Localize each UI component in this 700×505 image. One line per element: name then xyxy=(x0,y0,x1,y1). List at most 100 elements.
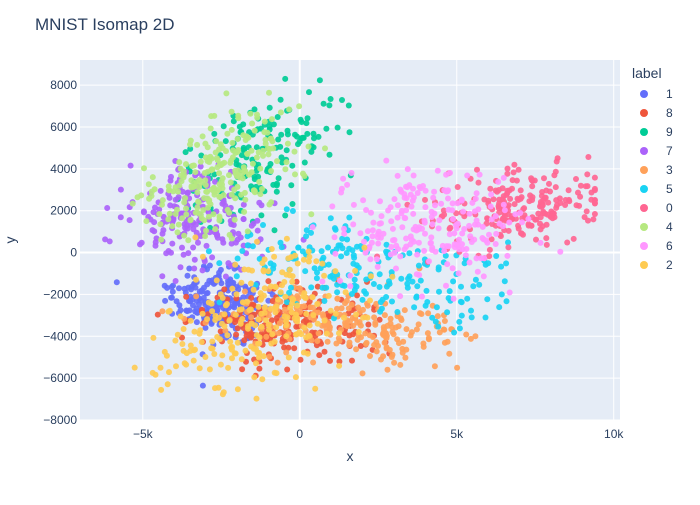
legend-item-5[interactable]: 5 xyxy=(640,182,673,196)
data-point xyxy=(249,243,256,250)
data-point xyxy=(438,200,445,207)
legend-item-2[interactable]: 2 xyxy=(640,258,673,272)
data-point xyxy=(315,133,322,140)
x-axis-title: x xyxy=(347,448,354,464)
data-point xyxy=(275,296,281,303)
data-point xyxy=(203,227,209,234)
legend-item-9[interactable]: 9 xyxy=(640,125,673,139)
data-point xyxy=(191,256,198,263)
data-point xyxy=(165,216,172,223)
data-point xyxy=(322,145,328,152)
data-point xyxy=(512,211,519,218)
data-point xyxy=(260,222,266,228)
data-point xyxy=(205,248,212,255)
data-point xyxy=(333,340,340,347)
data-point xyxy=(405,275,412,282)
y-axis-title: y xyxy=(2,237,18,244)
data-point xyxy=(259,260,266,267)
data-point xyxy=(484,215,491,222)
data-point xyxy=(192,234,199,241)
data-point xyxy=(204,195,211,202)
data-point xyxy=(270,262,277,269)
data-point xyxy=(403,235,410,242)
data-point xyxy=(268,283,274,290)
data-point xyxy=(249,331,256,338)
data-point xyxy=(194,189,201,196)
data-point xyxy=(486,253,493,260)
data-point xyxy=(293,331,299,338)
data-point xyxy=(186,265,193,272)
legend[interactable]: label 1 8 9 7 3 5 0 4 6 2 xyxy=(632,65,673,272)
data-point xyxy=(198,152,205,159)
data-point xyxy=(500,174,507,181)
data-point xyxy=(373,300,380,307)
data-point xyxy=(406,250,413,257)
data-point xyxy=(501,207,508,214)
data-point xyxy=(309,304,316,311)
data-point xyxy=(505,211,512,218)
data-point xyxy=(444,309,451,316)
data-point xyxy=(282,75,289,82)
data-point xyxy=(300,134,307,141)
legend-item-7[interactable]: 7 xyxy=(640,144,673,158)
data-point xyxy=(335,335,342,342)
data-point xyxy=(308,211,315,218)
legend-item-0[interactable]: 0 xyxy=(640,201,673,215)
data-point xyxy=(464,295,471,302)
data-point xyxy=(203,188,210,195)
data-point xyxy=(257,296,264,303)
legend-item-6[interactable]: 6 xyxy=(640,239,673,253)
data-point xyxy=(305,258,312,265)
legend-item-4[interactable]: 4 xyxy=(640,220,673,234)
data-point xyxy=(359,296,366,303)
data-point xyxy=(468,314,475,321)
data-point xyxy=(319,260,326,267)
data-point xyxy=(272,284,279,291)
data-point xyxy=(198,215,205,222)
data-point xyxy=(202,140,209,147)
data-point xyxy=(350,201,357,208)
series-5 xyxy=(205,206,511,336)
data-point xyxy=(475,179,482,186)
data-point xyxy=(413,271,420,278)
data-point xyxy=(209,254,216,261)
data-point xyxy=(211,112,218,119)
data-point xyxy=(222,302,229,309)
data-point xyxy=(585,217,591,224)
legend-item-3[interactable]: 3 xyxy=(640,163,673,177)
data-point xyxy=(234,339,241,346)
data-point xyxy=(240,294,247,301)
data-point xyxy=(173,298,180,305)
data-point xyxy=(204,316,211,323)
data-point xyxy=(389,298,395,305)
legend-item-8[interactable]: 8 xyxy=(640,106,673,120)
data-point xyxy=(245,323,251,330)
data-point xyxy=(398,210,405,217)
data-point xyxy=(228,235,235,242)
data-point xyxy=(291,315,298,322)
data-point xyxy=(184,308,191,315)
data-point xyxy=(258,212,265,219)
data-point xyxy=(424,330,431,337)
data-point xyxy=(371,342,378,348)
data-point xyxy=(284,140,291,147)
data-point xyxy=(464,172,471,179)
data-point xyxy=(461,226,468,232)
data-point xyxy=(183,211,190,218)
data-point xyxy=(262,136,269,143)
data-point xyxy=(187,342,194,349)
data-point xyxy=(217,141,224,148)
legend-item-1[interactable]: 1 xyxy=(640,87,673,101)
data-point xyxy=(244,150,251,157)
data-point xyxy=(378,213,385,220)
data-point xyxy=(510,169,517,176)
data-point xyxy=(498,263,505,270)
data-point xyxy=(361,244,368,251)
data-point xyxy=(311,135,317,142)
data-point xyxy=(202,233,209,240)
data-point xyxy=(194,204,201,211)
data-point xyxy=(443,171,450,178)
data-point xyxy=(275,330,282,337)
data-point xyxy=(238,279,245,286)
data-point xyxy=(334,305,340,312)
